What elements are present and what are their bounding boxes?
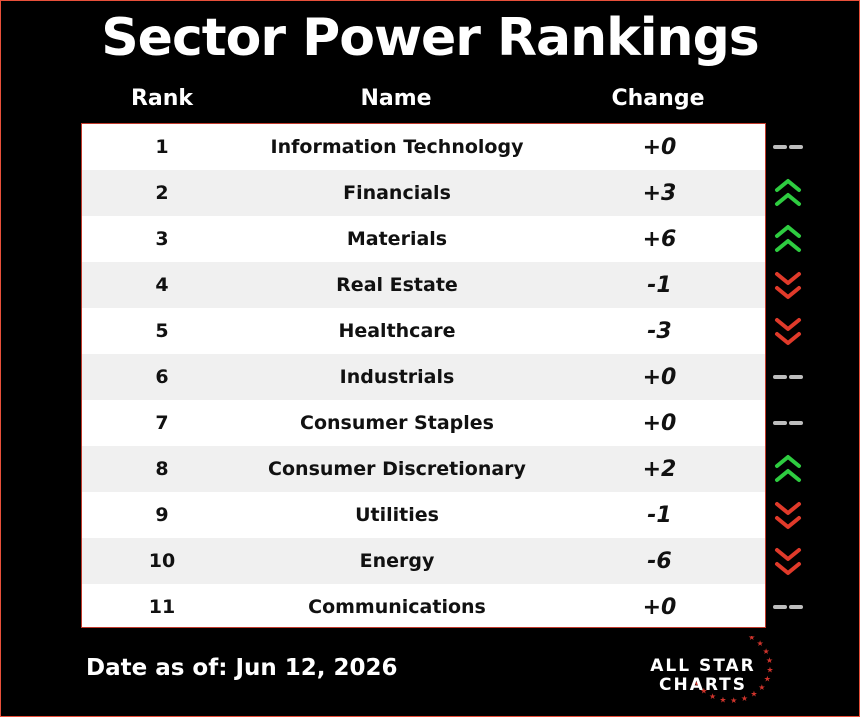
svg-text:★: ★ [700, 687, 707, 696]
logo-line1: ALL STAR [650, 656, 756, 676]
change-cell: -1 [647, 502, 672, 528]
trend-flat-icon [770, 124, 806, 170]
rank-cell: 10 [148, 550, 176, 572]
table-row: 1 Information Technology +0 [82, 124, 765, 170]
trend-down-icon [770, 492, 806, 538]
trend-up-icon [770, 216, 806, 262]
svg-text:★: ★ [741, 694, 748, 703]
svg-text:★: ★ [694, 679, 701, 688]
rank-cell: 2 [155, 182, 169, 204]
sector-name-cell: Consumer Discretionary [268, 458, 526, 480]
trend-down-icon [770, 538, 806, 584]
trend-down-icon [770, 262, 806, 308]
header-rank: Rank [130, 86, 194, 111]
logo-line2: CHARTS [658, 675, 748, 695]
table-row: 3 Materials +6 [82, 216, 765, 262]
table-row: 9 Utilities -1 [82, 492, 765, 538]
rankings-table: 1 Information Technology +0 2 Financials +3 3 M… [81, 123, 766, 628]
svg-text:★: ★ [757, 639, 764, 648]
rank-cell: 9 [155, 504, 169, 526]
sector-name-cell: Financials [343, 182, 451, 204]
sector-name-cell: Materials [346, 228, 448, 250]
table-row: 5 Healthcare -3 [82, 308, 765, 354]
table-row: 11 Communications +0 [82, 584, 765, 630]
change-cell: +0 [642, 594, 677, 620]
trend-flat-icon [770, 400, 806, 446]
svg-text:★: ★ [766, 666, 773, 675]
change-cell: +0 [642, 364, 677, 390]
rank-cell: 8 [155, 458, 169, 480]
sector-name-cell: Industrials [339, 366, 455, 388]
header-change: Change [611, 86, 705, 111]
sector-name-cell: Energy [359, 550, 435, 572]
svg-text:★: ★ [750, 690, 757, 699]
table-row: 4 Real Estate -1 [82, 262, 765, 308]
change-cell: +0 [642, 410, 677, 436]
rank-cell: 5 [155, 320, 169, 342]
svg-text:★: ★ [730, 696, 737, 705]
star-ring-icon: ★★★★★★★★★★★★★★ [694, 636, 774, 705]
page-title: Sector Power Rankings [101, 8, 760, 68]
table-row: 8 Consumer Discretionary +2 [82, 446, 765, 492]
change-cell: -1 [647, 272, 672, 298]
svg-text:★: ★ [763, 647, 770, 656]
rank-cell: 11 [148, 596, 176, 618]
sector-name-cell: Healthcare [338, 320, 456, 342]
svg-text:★: ★ [766, 656, 773, 665]
change-cell: -6 [647, 548, 672, 574]
rank-cell: 4 [155, 274, 169, 296]
change-cell: +3 [642, 180, 677, 206]
rank-cell: 1 [155, 136, 169, 158]
trend-up-icon [770, 170, 806, 216]
trend-up-icon [770, 446, 806, 492]
date-label: Date as of: Jun 12, 2026 [86, 655, 398, 681]
change-cell: +2 [642, 456, 677, 482]
svg-text:★: ★ [748, 636, 755, 642]
sector-name-cell: Consumer Staples [300, 412, 494, 434]
sector-name-cell: Real Estate [336, 274, 458, 296]
trend-flat-icon [770, 584, 806, 630]
table-row: 6 Industrials +0 [82, 354, 765, 400]
table-row: 2 Financials +3 [82, 170, 765, 216]
rank-cell: 6 [155, 366, 169, 388]
table-row: 10 Energy -6 [82, 538, 765, 584]
table-row: 7 Consumer Staples +0 [82, 400, 765, 446]
change-cell: -3 [647, 318, 672, 344]
svg-text:★: ★ [758, 683, 765, 692]
rank-cell: 3 [155, 228, 169, 250]
svg-text:★: ★ [719, 695, 726, 704]
rank-cell: 7 [155, 412, 169, 434]
sector-name-cell: Communications [308, 596, 486, 618]
svg-text:★: ★ [709, 692, 716, 701]
sector-name-cell: Utilities [355, 504, 439, 526]
sector-name-cell: Information Technology [270, 136, 524, 158]
all-star-charts-logo: ★ ★ ★ ★ ★ ★ ★ ★ ★ ★ ★ ★ ★ ★ ALL STAR CHARTS [628, 636, 778, 708]
trend-down-icon [770, 308, 806, 354]
header-name: Name [360, 86, 432, 111]
trend-flat-icon [770, 354, 806, 400]
svg-text:★: ★ [764, 675, 771, 684]
change-cell: +6 [642, 226, 677, 252]
change-cell: +0 [642, 134, 677, 160]
